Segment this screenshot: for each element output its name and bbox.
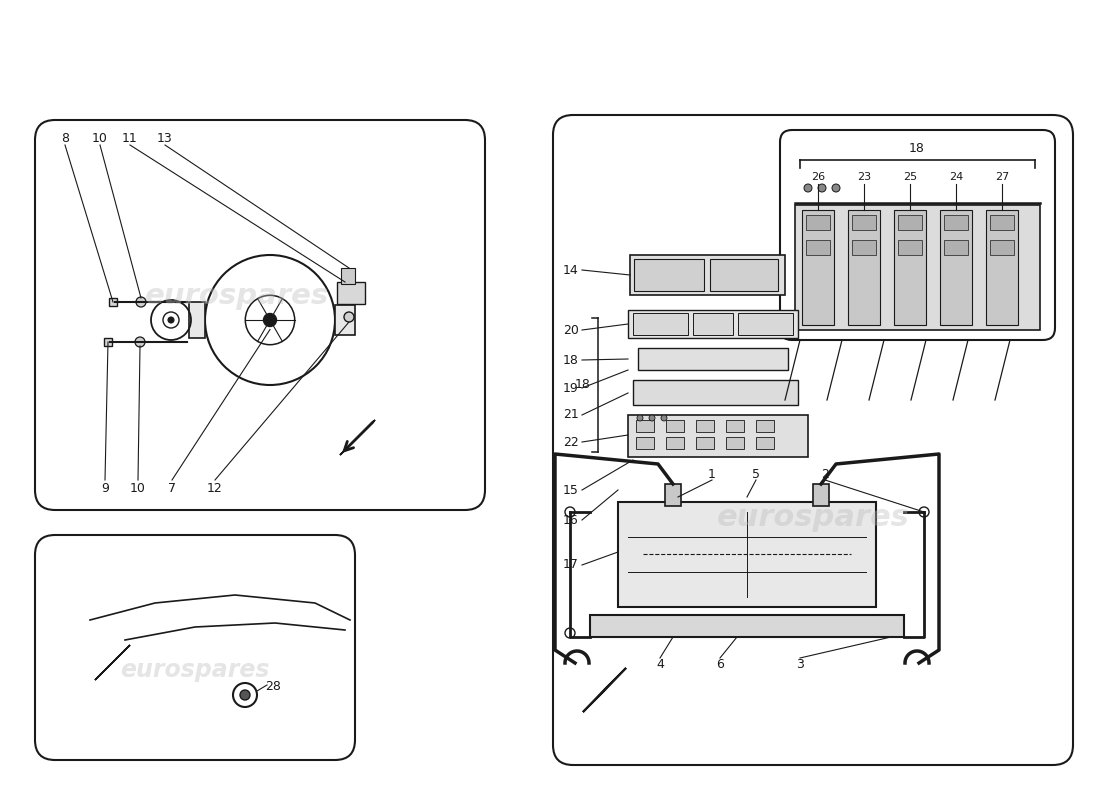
Bar <box>632 313 688 335</box>
Bar <box>636 420 654 432</box>
Text: 12: 12 <box>207 482 223 494</box>
Bar <box>618 502 876 607</box>
Text: 18: 18 <box>909 142 925 154</box>
Text: 25: 25 <box>903 172 917 182</box>
Bar <box>894 210 926 325</box>
Text: 13: 13 <box>157 131 173 145</box>
Bar <box>634 259 704 291</box>
Bar <box>806 240 830 255</box>
Text: 20: 20 <box>563 323 579 337</box>
Circle shape <box>818 184 826 192</box>
Bar <box>628 310 798 338</box>
Bar <box>590 615 904 637</box>
Bar <box>337 282 365 304</box>
Text: eurospares: eurospares <box>120 658 270 682</box>
Bar <box>848 210 880 325</box>
Text: 16: 16 <box>563 514 579 526</box>
Bar <box>986 210 1018 325</box>
Polygon shape <box>95 645 130 680</box>
Text: 23: 23 <box>857 172 871 182</box>
Circle shape <box>649 415 654 421</box>
Text: 5: 5 <box>752 469 760 482</box>
Bar <box>898 215 922 230</box>
Text: 14: 14 <box>563 263 579 277</box>
Text: 26: 26 <box>811 172 825 182</box>
Circle shape <box>804 184 812 192</box>
Text: 21: 21 <box>563 409 579 422</box>
Bar <box>756 437 774 449</box>
Circle shape <box>565 628 575 638</box>
Text: 27: 27 <box>994 172 1009 182</box>
Bar <box>628 415 808 457</box>
Bar <box>638 348 788 370</box>
Text: 19: 19 <box>563 382 579 394</box>
Circle shape <box>264 314 276 326</box>
Bar <box>726 437 744 449</box>
Circle shape <box>661 415 667 421</box>
Bar <box>852 215 876 230</box>
Bar <box>738 313 793 335</box>
Circle shape <box>136 297 146 307</box>
Text: 4: 4 <box>656 658 664 671</box>
Text: 6: 6 <box>716 658 724 671</box>
Bar <box>104 338 112 346</box>
Bar <box>726 420 744 432</box>
Bar <box>632 380 798 405</box>
Text: 28: 28 <box>265 681 280 694</box>
Bar <box>756 420 774 432</box>
Circle shape <box>918 507 930 517</box>
Bar <box>341 268 355 284</box>
Bar <box>940 210 972 325</box>
Text: 18: 18 <box>575 378 591 391</box>
Text: 15: 15 <box>563 483 579 497</box>
Bar <box>990 240 1014 255</box>
Circle shape <box>637 415 644 421</box>
Bar <box>990 215 1014 230</box>
Bar <box>189 302 205 338</box>
Text: 11: 11 <box>122 131 138 145</box>
Text: 7: 7 <box>168 482 176 494</box>
Circle shape <box>168 317 174 323</box>
Circle shape <box>832 184 840 192</box>
Circle shape <box>135 337 145 347</box>
Polygon shape <box>340 420 375 455</box>
Bar <box>795 205 1040 330</box>
Bar <box>696 420 714 432</box>
Bar <box>944 240 968 255</box>
Circle shape <box>240 690 250 700</box>
Bar <box>710 259 778 291</box>
Bar <box>666 420 684 432</box>
Text: 2: 2 <box>821 469 829 482</box>
Text: 9: 9 <box>101 482 109 494</box>
Bar <box>944 215 968 230</box>
Bar <box>696 437 714 449</box>
Bar <box>693 313 733 335</box>
Circle shape <box>565 507 575 517</box>
Text: eurospares: eurospares <box>716 503 910 533</box>
Polygon shape <box>583 668 626 712</box>
Text: 3: 3 <box>796 658 804 671</box>
Bar <box>666 484 681 506</box>
Text: 10: 10 <box>92 131 108 145</box>
Text: 10: 10 <box>130 482 146 494</box>
Circle shape <box>344 312 354 322</box>
Bar <box>802 210 834 325</box>
Text: 22: 22 <box>563 435 579 449</box>
Text: 18: 18 <box>563 354 579 366</box>
Bar <box>852 240 876 255</box>
Text: 1: 1 <box>708 469 716 482</box>
Bar <box>806 215 830 230</box>
Text: 8: 8 <box>60 131 69 145</box>
Bar <box>813 484 829 506</box>
Bar <box>898 240 922 255</box>
Text: 24: 24 <box>949 172 964 182</box>
Text: 17: 17 <box>563 558 579 571</box>
Bar <box>630 255 785 295</box>
Bar <box>109 298 117 306</box>
Bar <box>336 305 355 335</box>
Bar <box>636 437 654 449</box>
Text: eurospares: eurospares <box>145 282 330 310</box>
Bar <box>666 437 684 449</box>
